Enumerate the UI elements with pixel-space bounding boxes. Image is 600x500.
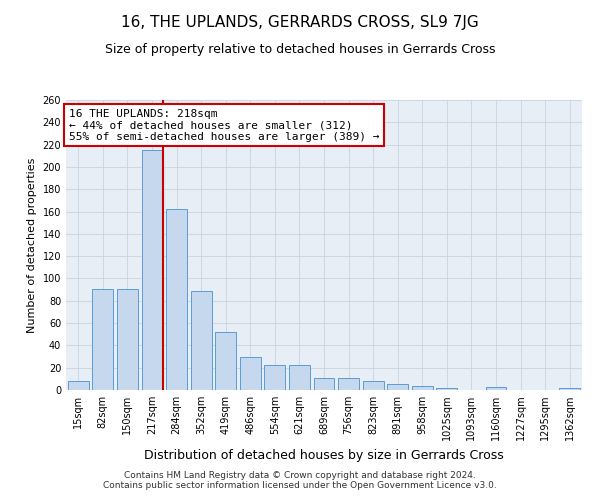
Bar <box>412 386 433 390</box>
Bar <box>485 386 506 390</box>
Bar <box>338 378 359 390</box>
Bar <box>240 356 261 390</box>
Bar <box>265 366 286 390</box>
Y-axis label: Number of detached properties: Number of detached properties <box>27 158 37 332</box>
Bar <box>117 288 138 390</box>
Text: Size of property relative to detached houses in Gerrards Cross: Size of property relative to detached ho… <box>105 42 495 56</box>
Bar <box>68 381 89 390</box>
Text: 16, THE UPLANDS, GERRARDS CROSS, SL9 7JG: 16, THE UPLANDS, GERRARDS CROSS, SL9 7JG <box>121 15 479 30</box>
Text: 16 THE UPLANDS: 218sqm
← 44% of detached houses are smaller (312)
55% of semi-de: 16 THE UPLANDS: 218sqm ← 44% of detached… <box>68 108 379 142</box>
Bar <box>436 388 457 390</box>
Bar <box>314 378 334 390</box>
Bar <box>215 332 236 390</box>
Bar <box>559 388 580 390</box>
Text: Contains HM Land Registry data © Crown copyright and database right 2024.
Contai: Contains HM Land Registry data © Crown c… <box>103 470 497 490</box>
Bar <box>191 290 212 390</box>
Bar <box>166 210 187 390</box>
Bar <box>387 384 408 390</box>
Bar <box>92 288 113 390</box>
X-axis label: Distribution of detached houses by size in Gerrards Cross: Distribution of detached houses by size … <box>144 449 504 462</box>
Bar <box>289 366 310 390</box>
Bar <box>142 150 163 390</box>
Bar <box>362 381 383 390</box>
